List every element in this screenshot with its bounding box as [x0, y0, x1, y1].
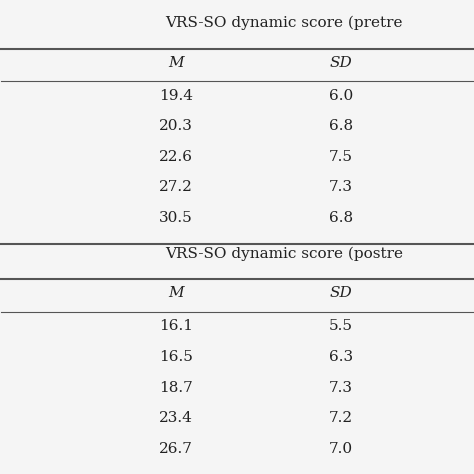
Text: 6.8: 6.8 [328, 119, 353, 133]
Text: VRS-SO dynamic score (pretre: VRS-SO dynamic score (pretre [165, 16, 403, 30]
Text: 16.5: 16.5 [159, 350, 192, 364]
Text: SD: SD [329, 55, 352, 70]
Text: 6.3: 6.3 [328, 350, 353, 364]
Text: 7.3: 7.3 [328, 381, 353, 395]
Text: 5.5: 5.5 [328, 319, 353, 334]
Text: 7.2: 7.2 [328, 411, 353, 425]
Text: 27.2: 27.2 [159, 181, 192, 194]
Text: SD: SD [329, 286, 352, 301]
Text: 20.3: 20.3 [159, 119, 192, 133]
Text: M: M [168, 55, 183, 70]
Text: VRS-SO dynamic score (postre: VRS-SO dynamic score (postre [165, 246, 403, 261]
Text: 30.5: 30.5 [159, 211, 192, 225]
Text: 7.3: 7.3 [328, 181, 353, 194]
Text: 23.4: 23.4 [159, 411, 192, 425]
Text: 26.7: 26.7 [159, 442, 192, 456]
Text: 16.1: 16.1 [159, 319, 193, 334]
Text: 7.0: 7.0 [328, 442, 353, 456]
Text: 7.5: 7.5 [328, 150, 353, 164]
Text: 22.6: 22.6 [159, 150, 193, 164]
Text: M: M [168, 286, 183, 301]
Text: 19.4: 19.4 [159, 89, 193, 102]
Text: 6.8: 6.8 [328, 211, 353, 225]
Text: 18.7: 18.7 [159, 381, 192, 395]
Text: 6.0: 6.0 [328, 89, 353, 102]
